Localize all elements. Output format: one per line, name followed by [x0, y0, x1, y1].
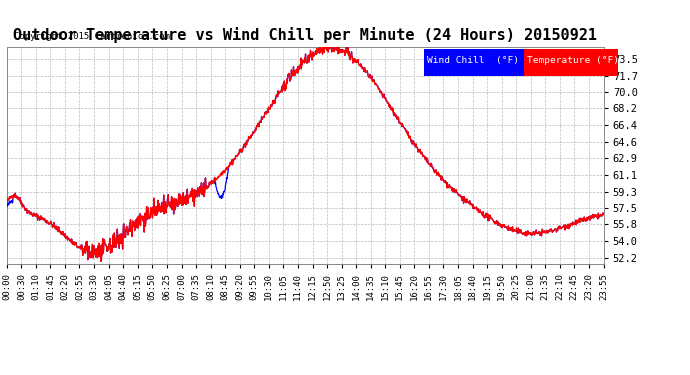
- Text: Copyright 2015 Cartronics.com: Copyright 2015 Cartronics.com: [14, 32, 170, 41]
- Text: Temperature (°F): Temperature (°F): [527, 56, 619, 65]
- Text: Wind Chill  (°F): Wind Chill (°F): [427, 56, 519, 65]
- Title: Outdoor Temperature vs Wind Chill per Minute (24 Hours) 20150921: Outdoor Temperature vs Wind Chill per Mi…: [13, 27, 598, 43]
